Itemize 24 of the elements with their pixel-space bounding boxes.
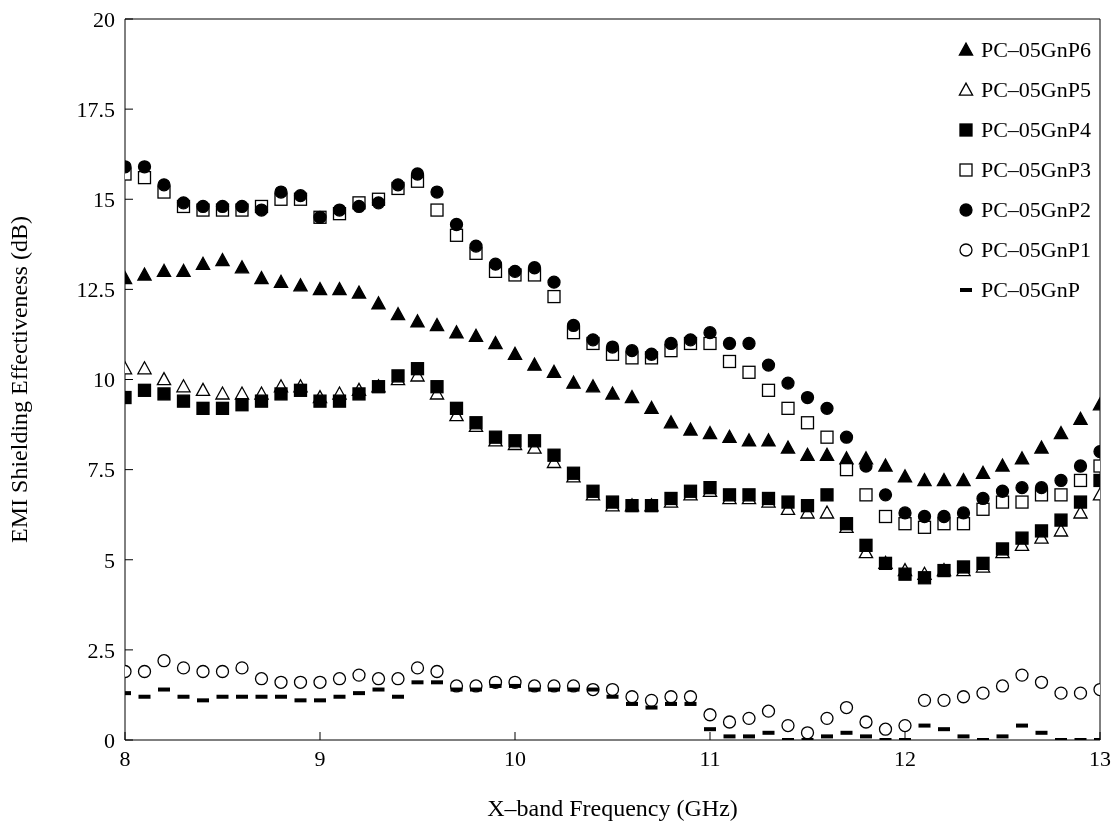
- y-axis-title: EMI Shielding Effectiveness (dB): [5, 216, 32, 543]
- x-tick-label: 8: [119, 745, 131, 771]
- legend-label: PC–05GnP3: [980, 156, 1091, 184]
- y-tick-label: 15: [93, 187, 115, 213]
- x-tick-label: 10: [504, 745, 526, 771]
- legend-label: PC–05GnP6: [980, 36, 1091, 64]
- x-tick-label: 13: [1089, 745, 1111, 771]
- y-tick-label: 12.5: [76, 277, 115, 303]
- y-tick-label: 10: [93, 367, 115, 393]
- legend-label: PC–05GnP4: [980, 116, 1091, 144]
- y-tick-label: 7.5: [87, 457, 115, 483]
- x-tick-label: 12: [894, 745, 916, 771]
- y-tick-label: 0: [104, 727, 115, 753]
- y-tick-label: 2.5: [87, 637, 115, 663]
- legend-label: PC–05GnP1: [980, 236, 1091, 264]
- legend-label: PC–05GnP5: [980, 76, 1091, 104]
- y-tick-label: 5: [104, 547, 115, 573]
- x-tick-label: 9: [314, 745, 326, 771]
- x-axis-title: X–band Frequency (GHz): [487, 795, 738, 821]
- legend-label: PC–05GnP2: [980, 196, 1091, 224]
- y-tick-label: 20: [93, 6, 115, 32]
- legend-label: PC–05GnP: [980, 276, 1080, 304]
- x-tick-label: 11: [699, 745, 721, 771]
- y-tick-label: 17.5: [76, 96, 115, 122]
